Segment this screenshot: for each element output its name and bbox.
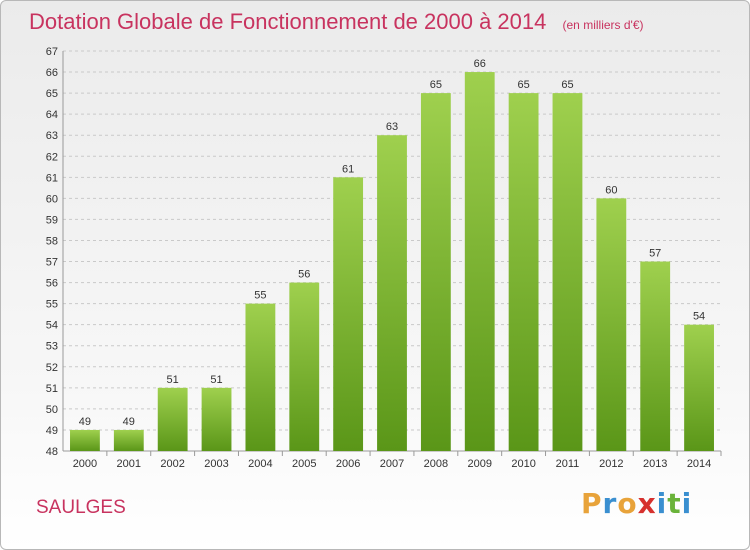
x-tick-label: 2010 xyxy=(511,458,535,470)
y-tick-label: 54 xyxy=(46,320,58,332)
bar xyxy=(377,135,407,452)
proxiti-logo: Proxiti xyxy=(581,487,692,520)
bar-value-label: 49 xyxy=(123,416,135,428)
bar-value-label: 51 xyxy=(210,374,222,386)
y-tick-label: 66 xyxy=(46,67,58,79)
x-tick-label: 2002 xyxy=(160,458,184,470)
bar-value-label: 60 xyxy=(605,184,617,196)
y-tick-label: 52 xyxy=(46,362,58,374)
logo-letter: P xyxy=(581,487,603,520)
y-tick-label: 55 xyxy=(46,299,58,311)
bar xyxy=(464,72,495,451)
x-tick-label: 2008 xyxy=(424,458,448,470)
bar-value-label: 57 xyxy=(649,248,661,260)
x-tick-label: 2003 xyxy=(204,458,228,470)
bar xyxy=(70,429,100,451)
bar xyxy=(157,387,188,451)
bar-value-label: 49 xyxy=(79,416,91,428)
bar-value-label: 65 xyxy=(517,79,529,91)
x-tick-label: 2001 xyxy=(117,458,141,470)
y-tick-label: 48 xyxy=(46,446,58,458)
bar-value-label: 65 xyxy=(561,79,573,91)
y-tick-label: 53 xyxy=(46,341,58,353)
y-tick-label: 65 xyxy=(46,88,58,100)
y-tick-label: 56 xyxy=(46,278,58,290)
bar-value-label: 55 xyxy=(254,290,266,302)
y-tick-label: 64 xyxy=(46,109,58,121)
y-tick-label: 49 xyxy=(46,425,58,437)
bar xyxy=(552,93,583,452)
bar-value-label: 65 xyxy=(430,79,442,91)
x-tick-label: 2007 xyxy=(380,458,404,470)
bar-value-label: 51 xyxy=(167,374,179,386)
bar xyxy=(420,93,451,452)
chart-title: Dotation Globale de Fonctionnement de 20… xyxy=(29,9,644,35)
logo-letter: r xyxy=(602,487,618,520)
logo-letter: i xyxy=(681,487,693,520)
y-tick-label: 57 xyxy=(46,257,58,269)
x-tick-label: 2004 xyxy=(248,458,272,470)
y-tick-label: 60 xyxy=(46,193,58,205)
bar-value-label: 54 xyxy=(693,311,705,323)
bar xyxy=(684,324,714,451)
x-tick-label: 2011 xyxy=(556,458,580,470)
x-tick-label: 2005 xyxy=(292,458,316,470)
y-tick-label: 58 xyxy=(46,235,58,247)
x-tick-label: 2013 xyxy=(643,458,667,470)
y-tick-label: 63 xyxy=(46,130,58,142)
chart-title-text: Dotation Globale de Fonctionnement de 20… xyxy=(29,9,547,34)
bar-value-label: 66 xyxy=(474,58,486,70)
bars xyxy=(70,72,714,452)
x-tick-label: 2014 xyxy=(687,458,711,470)
y-tick-label: 59 xyxy=(46,214,58,226)
x-tick-label: 2012 xyxy=(599,458,623,470)
bar xyxy=(113,429,144,451)
x-tick-label: 2000 xyxy=(73,458,97,470)
bar xyxy=(333,177,364,451)
bar xyxy=(596,198,627,451)
chart-subtitle: (en milliers d'€) xyxy=(562,18,644,32)
x-tick-label: 2006 xyxy=(336,458,360,470)
bar-value-label: 56 xyxy=(298,269,310,281)
bar xyxy=(245,303,276,451)
commune-name: SAULGES xyxy=(36,497,126,518)
logo-letter: x xyxy=(637,487,657,520)
labels: 48 49 50 51 52 53 54 55 56 57 58 59 60 61 62 63 64 65 66 67… xyxy=(46,46,712,470)
bar xyxy=(201,387,232,451)
y-tick-label: 61 xyxy=(46,172,58,184)
logo-letter: o xyxy=(617,487,638,520)
bar xyxy=(640,261,671,451)
logo-letter: i xyxy=(656,487,668,520)
logo-letter: t xyxy=(667,487,682,520)
y-tick-label: 67 xyxy=(46,46,58,58)
y-tick-label: 51 xyxy=(46,383,58,395)
bar-value-label: 61 xyxy=(342,163,354,175)
y-tick-label: 62 xyxy=(46,151,58,163)
bar-value-label: 63 xyxy=(386,121,398,133)
bar xyxy=(508,93,539,452)
bar xyxy=(289,282,320,451)
y-tick-label: 50 xyxy=(46,404,58,416)
x-tick-label: 2009 xyxy=(467,458,491,470)
